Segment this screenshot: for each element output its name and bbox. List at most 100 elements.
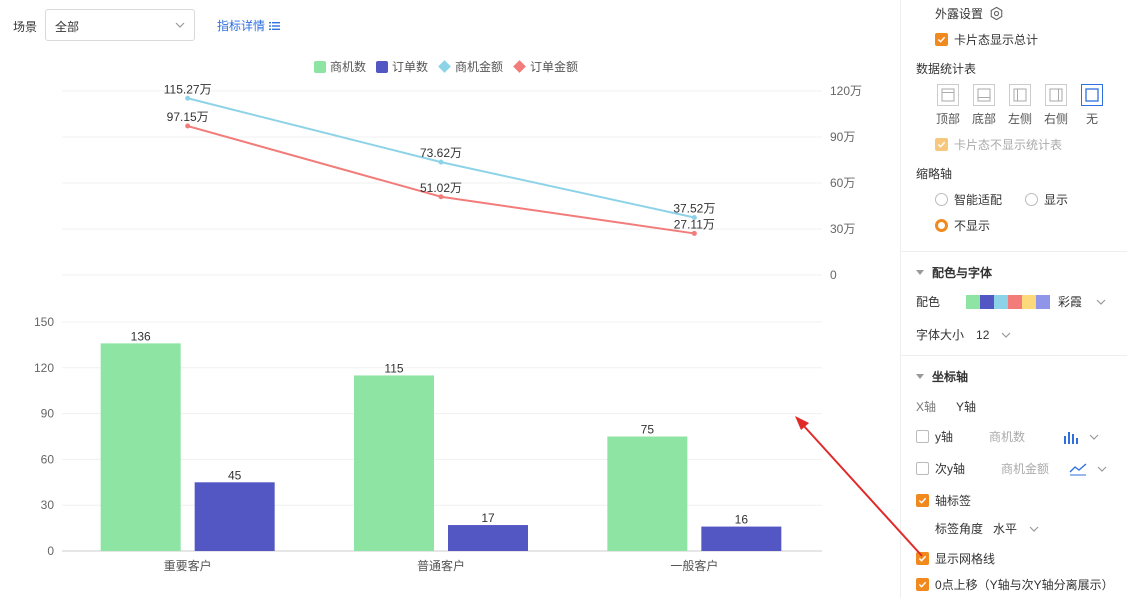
- tab-x-axis[interactable]: X轴: [916, 400, 937, 414]
- axis-section-label: 坐标轴: [932, 370, 969, 384]
- card-show-total-checkbox[interactable]: [935, 33, 948, 46]
- thumb-smart-radio[interactable]: [935, 193, 948, 206]
- line-point: [185, 95, 191, 101]
- color-scheme-row: 配色 彩霞: [916, 293, 1106, 310]
- bar: [607, 436, 688, 551]
- scene-select-value: 全部: [55, 20, 80, 34]
- legend-label: 商机数: [330, 60, 367, 74]
- thumb-hide-radio[interactable]: [935, 219, 948, 232]
- card-hide-stats-row[interactable]: 卡片态不显示统计表: [935, 136, 1062, 153]
- list-icon: [269, 21, 281, 30]
- color-font-section-header[interactable]: 配色与字体: [916, 264, 992, 281]
- bar: [100, 343, 181, 551]
- label-angle-value[interactable]: 水平: [993, 522, 1018, 536]
- position-bottom-label: 底部: [971, 112, 996, 126]
- card-hide-stats-checkbox[interactable]: [935, 138, 948, 151]
- chevron-down-icon[interactable]: [1001, 330, 1011, 340]
- color-scheme-name[interactable]: 彩霞: [1058, 295, 1083, 309]
- swatch: [1022, 294, 1037, 309]
- combo-chart: 0 30万 60万 90万 120万 0 30 60 90 120 150 重要客户 136 45 普通客户…: [34, 82, 862, 573]
- show-grid-checkbox[interactable]: [916, 552, 929, 565]
- x-axis-tick-label: 重要客户: [164, 558, 212, 573]
- legend-swatch: [314, 60, 326, 73]
- show-grid-label: 显示网格线: [935, 552, 996, 566]
- exposure-settings-label: 外露设置: [935, 7, 984, 21]
- chevron-down-icon[interactable]: [1096, 297, 1106, 307]
- thumb-show-option[interactable]: 显示: [1025, 191, 1068, 208]
- swatch: [1008, 294, 1023, 309]
- right-axis-tick-label: 90万: [830, 130, 855, 144]
- line-point: [691, 214, 697, 220]
- line-point: [438, 194, 444, 200]
- caret-down-icon: [916, 374, 924, 379]
- position-top-icon: [937, 84, 959, 106]
- bar-data-label: 45: [228, 468, 242, 482]
- right-axis-tick-label: 0: [830, 268, 837, 282]
- position-option-bottom[interactable]: 底部: [970, 84, 998, 127]
- bar: [194, 482, 275, 551]
- legend-item[interactable]: 商机金额: [438, 58, 503, 75]
- secondary-y-axis-checkbox[interactable]: [916, 462, 929, 475]
- position-bottom-icon: [973, 84, 995, 106]
- line-data-label: 37.52万: [673, 201, 715, 215]
- y-axis-field[interactable]: 商机数: [989, 430, 1026, 444]
- axis-label-text: 轴标签: [935, 494, 972, 508]
- thumb-hide-option[interactable]: 不显示: [935, 217, 990, 234]
- left-axis-tick-label: 60: [41, 452, 55, 466]
- left-axis-tick-label: 90: [41, 407, 55, 421]
- position-none-label: 无: [1085, 112, 1098, 126]
- data-stats-table-title: 数据统计表: [916, 60, 976, 77]
- line-data-label: 27.11万: [674, 217, 715, 231]
- position-right-icon: [1045, 84, 1067, 106]
- card-show-total-row[interactable]: 卡片态显示总计: [935, 31, 1038, 48]
- swatch: [994, 294, 1009, 309]
- legend-item[interactable]: 订单金额: [513, 58, 578, 75]
- chevron-down-icon[interactable]: [1097, 464, 1107, 474]
- position-left-label: 左侧: [1007, 112, 1032, 126]
- secondary-y-axis-field[interactable]: 商机金额: [1001, 462, 1050, 476]
- line-chart-icon[interactable]: [1069, 462, 1087, 476]
- label-angle-row: 标签角度 水平: [935, 520, 1039, 537]
- secondary-y-axis-label: 次y轴: [935, 462, 966, 476]
- swatch: [1036, 294, 1051, 309]
- bar-chart-icon[interactable]: [1063, 430, 1079, 444]
- zero-shift-checkbox[interactable]: [916, 578, 929, 591]
- font-size-value[interactable]: 12: [976, 327, 990, 342]
- axis-section-header[interactable]: 坐标轴: [916, 368, 968, 385]
- legend-label: 商机金额: [455, 60, 504, 74]
- thumb-show-radio[interactable]: [1025, 193, 1038, 206]
- position-option-top[interactable]: 顶部: [934, 84, 962, 127]
- axis-tabs: X轴 Y轴: [916, 398, 976, 415]
- metric-details-link[interactable]: 指标详情: [217, 17, 281, 34]
- thumbnail-axis-title: 缩略轴: [916, 165, 952, 182]
- color-scheme-swatches[interactable]: [966, 294, 1051, 309]
- chevron-down-icon[interactable]: [1029, 524, 1039, 534]
- card-hide-stats-label: 卡片态不显示统计表: [954, 138, 1063, 152]
- filter-bar: 场景 全部 指标详情: [0, 0, 900, 50]
- right-axis-tick-label: 30万: [830, 222, 855, 236]
- legend-item[interactable]: 订单数: [376, 58, 428, 75]
- zero-shift-row[interactable]: 0点上移（Y轴与次Y轴分离展示）: [916, 576, 1114, 593]
- line-data-label: 73.62万: [420, 146, 462, 160]
- chevron-down-icon[interactable]: [1089, 432, 1099, 442]
- right-axis-tick-label: 120万: [830, 84, 862, 98]
- thumb-smart-label: 智能适配: [954, 193, 1003, 207]
- legend-item[interactable]: 商机数: [314, 58, 366, 75]
- font-size-row: 字体大小 12: [916, 326, 1011, 343]
- position-option-left[interactable]: 左侧: [1006, 84, 1034, 127]
- tab-y-axis[interactable]: Y轴: [956, 400, 977, 414]
- position-option-right[interactable]: 右侧: [1042, 84, 1070, 127]
- label-angle-label: 标签角度: [935, 522, 984, 536]
- show-grid-row[interactable]: 显示网格线: [916, 550, 995, 567]
- legend-label: 订单金额: [530, 60, 579, 74]
- thumb-smart-option[interactable]: 智能适配: [935, 191, 1002, 208]
- y-axis-checkbox[interactable]: [916, 430, 929, 443]
- position-option-none[interactable]: 无: [1078, 84, 1106, 127]
- chart-legend: 商机数 订单数 商机金额 订单金额: [314, 58, 578, 75]
- axis-label-row[interactable]: 轴标签: [916, 492, 971, 509]
- scene-select[interactable]: 全部: [45, 9, 195, 41]
- gear-icon[interactable]: [989, 6, 1004, 21]
- line-point: [185, 123, 191, 129]
- axis-label-checkbox[interactable]: [916, 494, 929, 507]
- thumb-show-label: 显示: [1044, 193, 1069, 207]
